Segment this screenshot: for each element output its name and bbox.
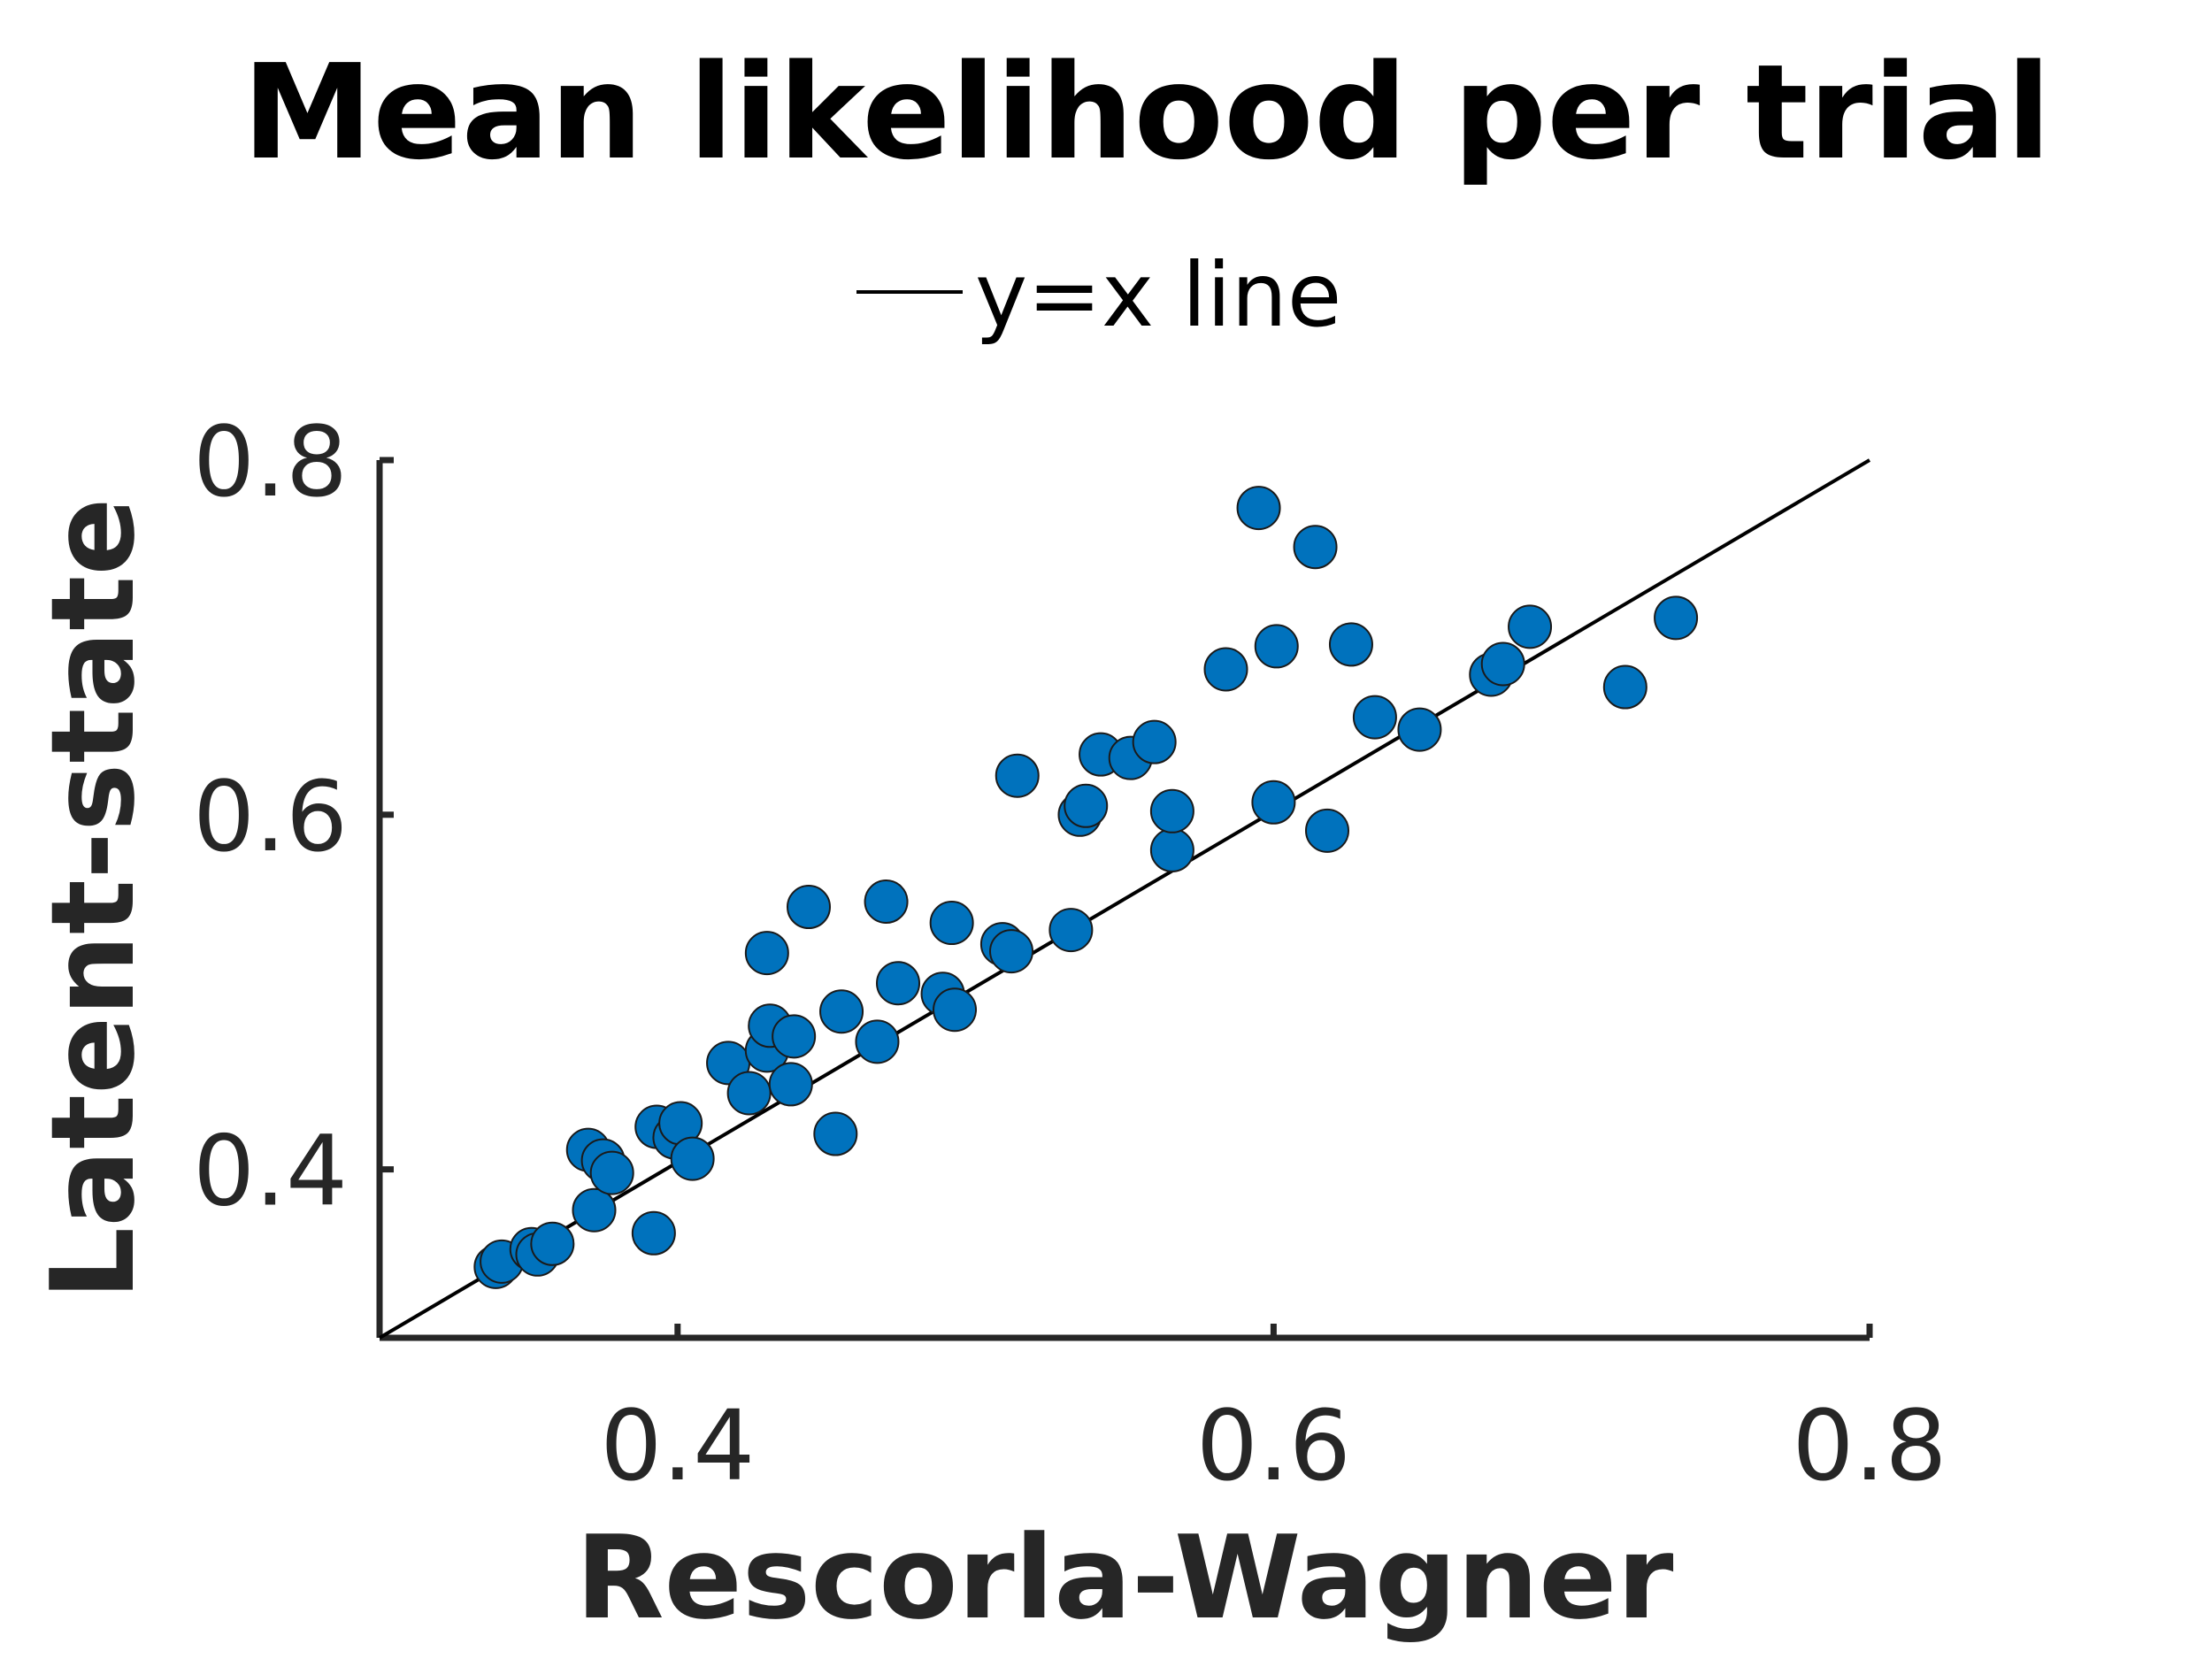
x-axis-label: Rescorla-Wagner: [576, 1510, 1674, 1645]
data-point: [631, 1210, 676, 1256]
data-point: [1508, 604, 1553, 649]
data-point: [1149, 788, 1194, 833]
data-point: [876, 961, 921, 1006]
data-point: [1048, 908, 1094, 953]
data-point: [1602, 664, 1647, 710]
data-point: [1064, 783, 1109, 828]
x-tick-label: 0.6: [1196, 1389, 1351, 1502]
data-point: [1654, 595, 1699, 641]
ticks: 0.4 0.6 0.8 0.4 0.6 0.8: [193, 405, 1947, 1502]
legend: y=x line: [856, 243, 1341, 347]
axes: [376, 460, 1870, 1341]
data-point: [929, 901, 974, 946]
data-point: [572, 1187, 617, 1233]
data-point: [1397, 707, 1442, 752]
data-point: [1328, 622, 1373, 667]
y-tick-label: 0.8: [193, 405, 348, 518]
data-point: [589, 1150, 634, 1195]
y-equals-x-line: [378, 458, 1871, 1340]
data-points: [473, 486, 1699, 1289]
data-point: [995, 753, 1040, 798]
plot-area: 0.4 0.6 0.8 0.4 0.6 0.8: [193, 405, 1947, 1502]
data-point: [670, 1136, 715, 1181]
data-point: [1305, 808, 1350, 853]
data-point: [530, 1221, 575, 1266]
data-point: [1352, 695, 1397, 740]
y-axis-label: Latent-state: [26, 497, 160, 1300]
data-point: [813, 1111, 858, 1156]
data-point: [1480, 641, 1525, 687]
data-point: [1203, 647, 1248, 692]
data-point: [768, 1062, 813, 1107]
chart-title: Mean likelihood per trial: [242, 36, 2051, 188]
data-point: [933, 987, 978, 1033]
data-point: [1149, 827, 1194, 872]
y-tick-label: 0.4: [193, 1115, 348, 1228]
data-point: [726, 1071, 772, 1116]
x-tick-label: 0.4: [600, 1389, 755, 1502]
data-point: [1251, 780, 1296, 825]
data-point: [786, 885, 831, 930]
data-point: [864, 879, 909, 925]
data-point: [1236, 486, 1281, 531]
data-point: [1132, 719, 1177, 764]
data-point: [1293, 525, 1338, 570]
data-point: [1254, 624, 1299, 669]
legend-entry-label: y=x line: [975, 243, 1341, 347]
x-tick-label: 0.8: [1793, 1389, 1947, 1502]
data-point: [744, 931, 789, 976]
data-point: [855, 1019, 900, 1064]
data-point: [989, 929, 1034, 974]
data-point: [819, 989, 864, 1034]
data-point: [772, 1014, 817, 1059]
y-tick-label: 0.6: [193, 760, 348, 873]
